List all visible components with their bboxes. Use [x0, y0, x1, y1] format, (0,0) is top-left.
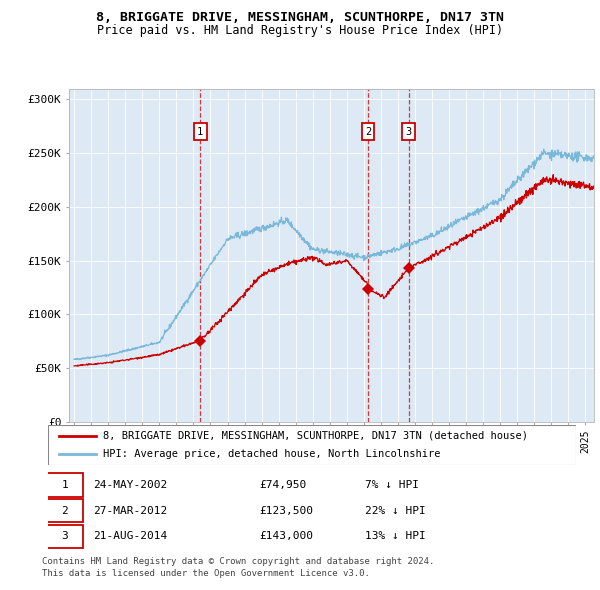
Text: 8, BRIGGATE DRIVE, MESSINGHAM, SCUNTHORPE, DN17 3TN (detached house): 8, BRIGGATE DRIVE, MESSINGHAM, SCUNTHORP… — [103, 431, 529, 441]
FancyBboxPatch shape — [47, 473, 83, 497]
FancyBboxPatch shape — [47, 499, 83, 522]
Text: 24-MAY-2002: 24-MAY-2002 — [93, 480, 167, 490]
Text: 22% ↓ HPI: 22% ↓ HPI — [365, 506, 425, 516]
FancyBboxPatch shape — [48, 425, 576, 465]
Text: 1: 1 — [62, 480, 68, 490]
Text: £143,000: £143,000 — [259, 532, 313, 541]
Text: £123,500: £123,500 — [259, 506, 313, 516]
Text: 3: 3 — [62, 532, 68, 541]
Text: 21-AUG-2014: 21-AUG-2014 — [93, 532, 167, 541]
Text: 8, BRIGGATE DRIVE, MESSINGHAM, SCUNTHORPE, DN17 3TN: 8, BRIGGATE DRIVE, MESSINGHAM, SCUNTHORP… — [96, 11, 504, 24]
Text: 2: 2 — [365, 126, 371, 136]
Text: 27-MAR-2012: 27-MAR-2012 — [93, 506, 167, 516]
Text: 3: 3 — [406, 126, 412, 136]
Text: 2: 2 — [62, 506, 68, 516]
FancyBboxPatch shape — [47, 525, 83, 548]
Text: 13% ↓ HPI: 13% ↓ HPI — [365, 532, 425, 541]
Text: HPI: Average price, detached house, North Lincolnshire: HPI: Average price, detached house, Nort… — [103, 449, 441, 459]
Text: Price paid vs. HM Land Registry's House Price Index (HPI): Price paid vs. HM Land Registry's House … — [97, 24, 503, 37]
Text: Contains HM Land Registry data © Crown copyright and database right 2024.
This d: Contains HM Land Registry data © Crown c… — [42, 557, 434, 578]
Text: 7% ↓ HPI: 7% ↓ HPI — [365, 480, 419, 490]
Text: 1: 1 — [197, 126, 203, 136]
Text: £74,950: £74,950 — [259, 480, 307, 490]
